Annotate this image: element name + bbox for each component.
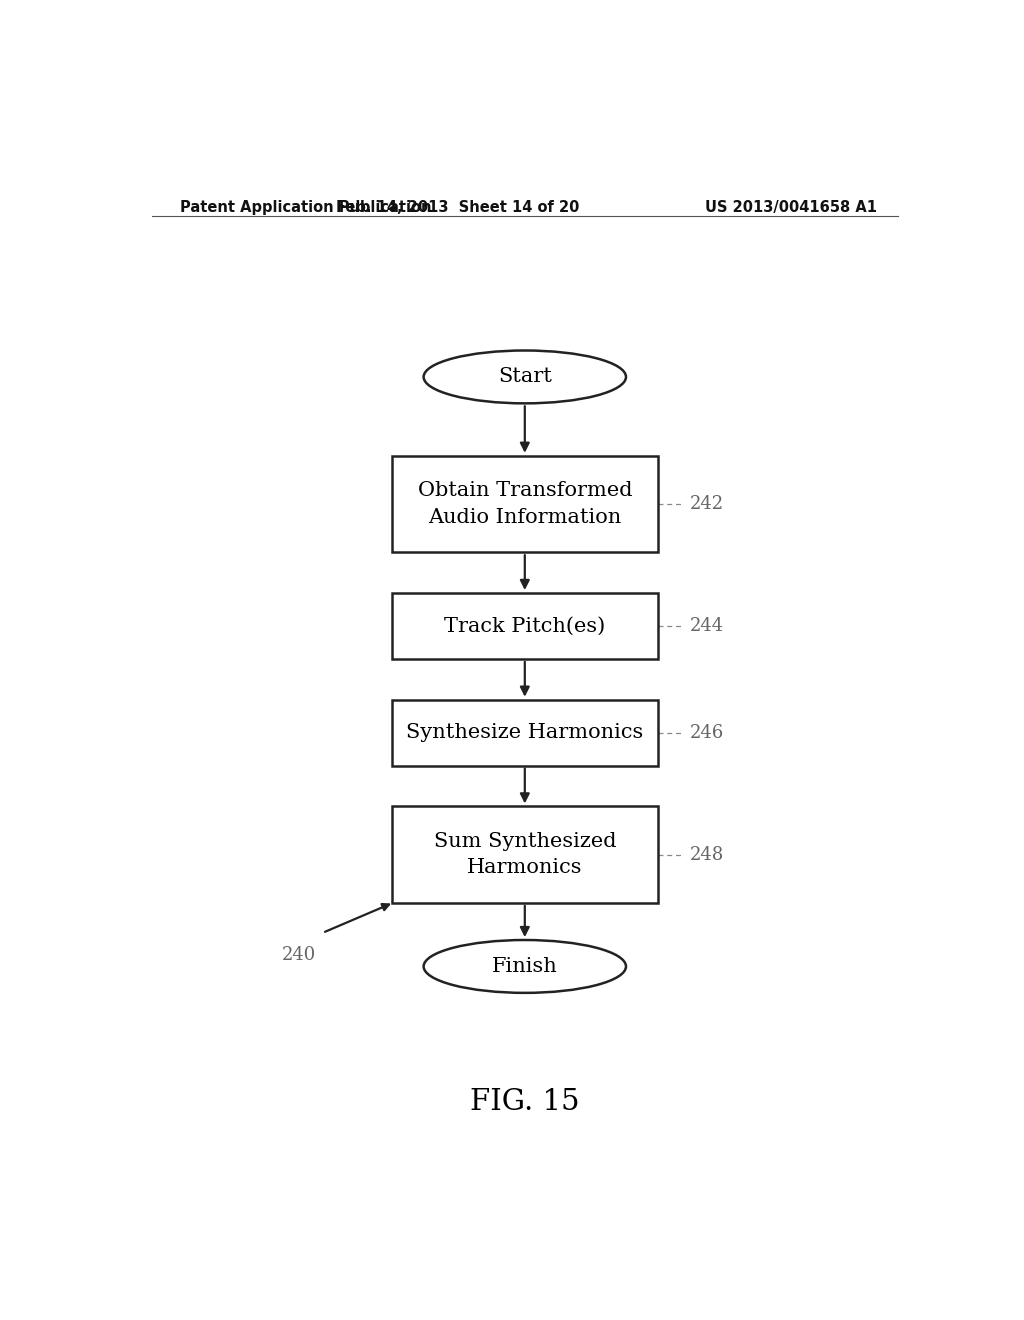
Text: 242: 242 xyxy=(689,495,724,513)
FancyBboxPatch shape xyxy=(392,593,657,659)
Text: Synthesize Harmonics: Synthesize Harmonics xyxy=(407,723,643,742)
Text: US 2013/0041658 A1: US 2013/0041658 A1 xyxy=(705,199,877,215)
Ellipse shape xyxy=(424,940,626,993)
Text: 248: 248 xyxy=(689,846,724,863)
Text: FIG. 15: FIG. 15 xyxy=(470,1088,580,1115)
Text: Sum Synthesized
Harmonics: Sum Synthesized Harmonics xyxy=(433,832,616,878)
Text: 240: 240 xyxy=(282,946,315,964)
Text: Track Pitch(es): Track Pitch(es) xyxy=(444,616,605,635)
Ellipse shape xyxy=(424,351,626,404)
Text: Finish: Finish xyxy=(492,957,558,975)
FancyBboxPatch shape xyxy=(392,807,657,903)
Text: Feb. 14, 2013  Sheet 14 of 20: Feb. 14, 2013 Sheet 14 of 20 xyxy=(336,199,579,215)
Text: Start: Start xyxy=(498,367,552,387)
Text: Patent Application Publication: Patent Application Publication xyxy=(179,199,431,215)
Text: 244: 244 xyxy=(689,616,724,635)
Text: Obtain Transformed
Audio Information: Obtain Transformed Audio Information xyxy=(418,482,632,527)
Text: 246: 246 xyxy=(689,723,724,742)
FancyBboxPatch shape xyxy=(392,700,657,766)
FancyBboxPatch shape xyxy=(392,455,657,552)
